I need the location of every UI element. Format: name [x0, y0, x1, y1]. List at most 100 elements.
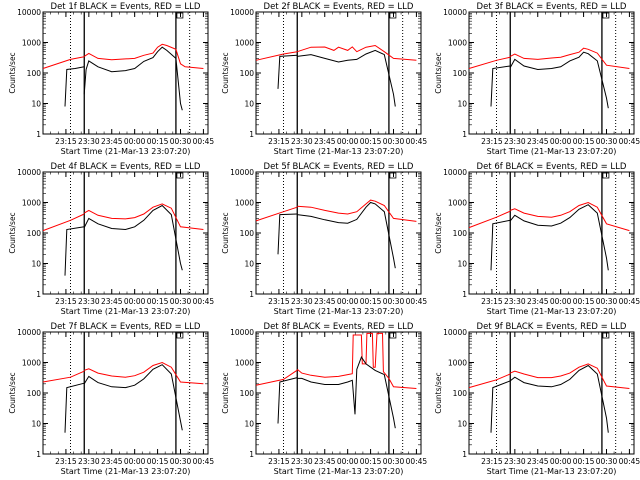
- y-tick-label: 1: [36, 450, 41, 459]
- marker-box: [389, 332, 397, 339]
- y-axis-label: Counts/sec: [434, 372, 443, 413]
- y-axis-label: Counts/sec: [434, 212, 443, 253]
- plot-frame: [468, 171, 635, 295]
- x-tick-label: 23:30: [291, 457, 313, 466]
- events-series-pre: [490, 380, 511, 433]
- y-tick-label: 10000: [230, 328, 254, 337]
- y-axis-label: Counts/sec: [8, 372, 17, 413]
- y-tick-label: 100: [27, 389, 42, 398]
- x-axis-label: Start Time (21-Mar-13 23:07:20): [487, 147, 617, 156]
- events-series-pre: [64, 66, 85, 107]
- lld-series: [297, 199, 417, 222]
- y-tick-label: 10: [244, 420, 254, 429]
- y-tick-label: 100: [27, 69, 42, 78]
- x-tick-label: 00:45: [619, 137, 640, 146]
- events-series: [509, 364, 609, 433]
- marker-box: [176, 332, 184, 339]
- x-tick-label: 00:45: [619, 457, 640, 466]
- x-tick-label: 23:15: [481, 137, 503, 146]
- y-tick-label: 100: [453, 389, 468, 398]
- x-tick-label: 00:15: [147, 137, 169, 146]
- x-tick-label: 23:30: [78, 137, 100, 146]
- panel-title: Det 4f BLACK = Events, RED = LLD: [51, 162, 201, 172]
- events-series-pre: [277, 213, 298, 255]
- events-series: [297, 201, 396, 269]
- y-tick-label: 1000: [22, 359, 41, 368]
- y-tick-label: 10000: [443, 168, 467, 177]
- y-axis-label: Counts/sec: [221, 52, 230, 93]
- plot-frame: [255, 331, 422, 455]
- events-series: [83, 46, 183, 111]
- x-tick-label: 00:45: [406, 137, 428, 146]
- x-tick-label: 23:30: [78, 297, 100, 306]
- y-tick-label: 10: [31, 260, 41, 269]
- plot-frame: [255, 11, 422, 135]
- events-series-pre: [64, 382, 85, 433]
- y-axis-label: Counts/sec: [221, 372, 230, 413]
- y-tick-label: 1000: [448, 199, 467, 208]
- lld-series: [509, 47, 630, 69]
- x-tick-label: 23:15: [268, 297, 290, 306]
- y-tick-label: 1: [249, 450, 254, 459]
- lld-series: [510, 201, 630, 232]
- x-tick-label: 23:15: [55, 137, 77, 146]
- x-tick-label: 00:00: [124, 457, 146, 466]
- y-tick-label: 1000: [22, 39, 41, 48]
- y-axis-label: Counts/sec: [434, 52, 443, 93]
- plot-frame: [42, 331, 209, 455]
- x-tick-label: 23:30: [504, 297, 526, 306]
- x-axis-label: Start Time (21-Mar-13 23:07:20): [487, 467, 617, 476]
- lld-series-pre: [468, 210, 511, 229]
- marker-box: [176, 172, 184, 179]
- x-axis-label: Start Time (21-Mar-13 23:07:20): [61, 467, 191, 476]
- x-tick-label: 00:00: [550, 137, 572, 146]
- y-tick-label: 100: [27, 229, 42, 238]
- y-tick-label: 100: [240, 389, 255, 398]
- x-tick-label: 00:45: [406, 457, 428, 466]
- y-tick-label: 100: [453, 229, 468, 238]
- x-tick-label: 00:00: [337, 457, 359, 466]
- plot-frame: [42, 171, 209, 295]
- x-axis-label: Start Time (21-Mar-13 23:07:20): [274, 467, 404, 476]
- y-tick-label: 100: [240, 229, 255, 238]
- lld-series-pre: [42, 370, 85, 383]
- y-tick-label: 10000: [230, 168, 254, 177]
- x-tick-label: 00:30: [383, 137, 405, 146]
- y-tick-label: 10000: [17, 168, 41, 177]
- y-tick-label: 1000: [235, 359, 254, 368]
- events-series-pre: [490, 65, 511, 107]
- x-tick-label: 23:30: [291, 297, 313, 306]
- y-tick-label: 1000: [22, 199, 41, 208]
- lld-series-pre: [468, 56, 511, 69]
- lld-series-pre: [255, 206, 298, 222]
- y-tick-label: 100: [453, 69, 468, 78]
- y-tick-label: 10000: [230, 8, 254, 17]
- marker-box: [389, 172, 397, 179]
- x-tick-label: 23:45: [527, 457, 549, 466]
- y-tick-label: 1: [249, 130, 254, 139]
- marker-box: [602, 332, 610, 339]
- lld-series-pre: [468, 373, 511, 389]
- x-tick-label: 00:00: [337, 297, 359, 306]
- marker-box: [176, 12, 184, 19]
- y-tick-label: 10000: [443, 8, 467, 17]
- x-tick-label: 00:15: [573, 297, 595, 306]
- y-tick-label: 1: [249, 290, 254, 299]
- y-tick-label: 10000: [17, 328, 41, 337]
- panel-title: Det 5f BLACK = Events, RED = LLD: [264, 162, 414, 172]
- x-tick-label: 23:45: [101, 137, 123, 146]
- detector-panel-7: Det 7f BLACK = Events, RED = LLD 1 10 100 10…: [8, 322, 214, 476]
- y-tick-label: 1000: [448, 39, 467, 48]
- events-series-pre: [490, 219, 511, 271]
- x-tick-label: 23:15: [268, 137, 290, 146]
- events-series: [509, 51, 609, 109]
- x-tick-label: 00:15: [573, 457, 595, 466]
- plot-frame: [42, 11, 209, 135]
- y-tick-label: 10: [457, 420, 467, 429]
- y-tick-label: 1: [462, 450, 467, 459]
- x-tick-label: 00:30: [170, 137, 192, 146]
- x-tick-label: 00:00: [550, 297, 572, 306]
- lld-series-pre: [255, 51, 298, 61]
- events-series: [297, 356, 396, 429]
- marker-box: [602, 172, 610, 179]
